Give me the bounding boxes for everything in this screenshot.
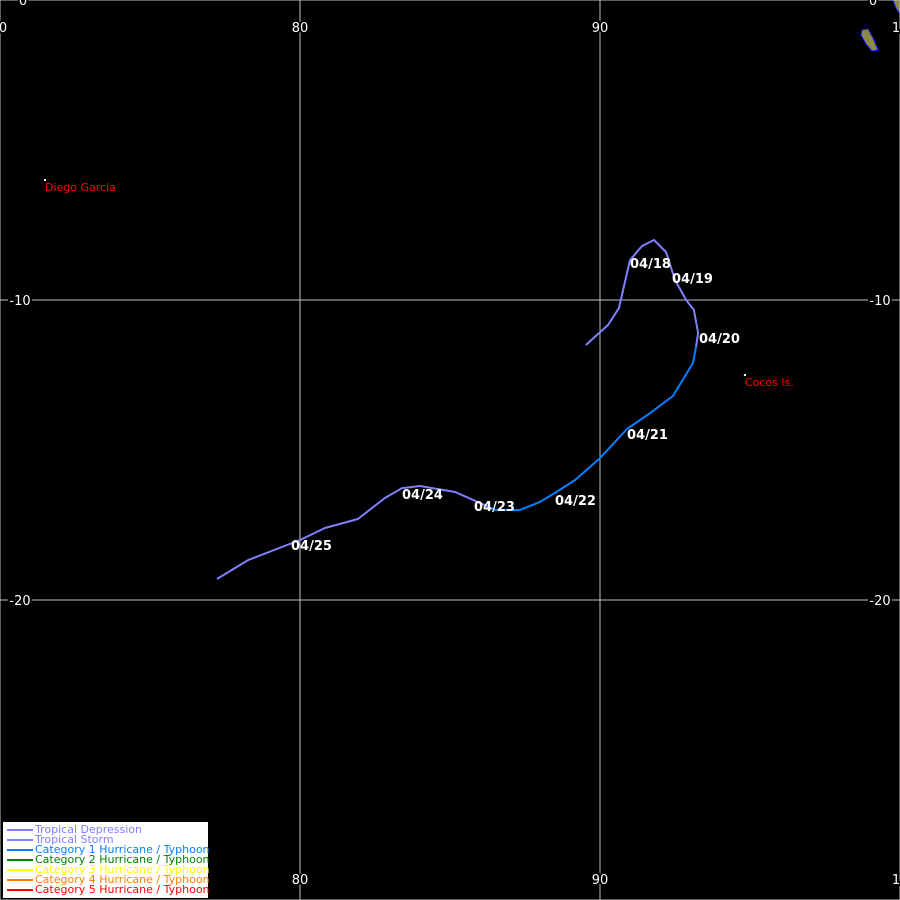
- date-label: 04/18: [630, 257, 671, 272]
- legend-item: Tropical Storm: [7, 833, 114, 846]
- date-label: 04/23: [474, 500, 515, 515]
- longitude-label-top: 80: [292, 21, 309, 36]
- track-segment: [216, 485, 488, 580]
- storm-track: [216, 239, 700, 580]
- track-segment: [585, 239, 700, 348]
- longitude-label-bottom: 1: [892, 873, 900, 888]
- legend-item: Category 1 Hurricane / Typhoon: [7, 843, 210, 856]
- legend-label: Category 1 Hurricane / Typhoon: [35, 843, 210, 856]
- latitude-label-left: -20: [9, 594, 30, 609]
- legend-line-swatch: [7, 889, 33, 891]
- legend-line-swatch: [7, 869, 33, 871]
- date-label: 04/22: [555, 494, 596, 509]
- legend-label: Tropical Depression: [35, 823, 142, 836]
- latitude-label-right: -10: [869, 294, 890, 309]
- date-label: 04/20: [699, 332, 740, 347]
- date-label: 04/21: [627, 428, 668, 443]
- legend-label: Category 2 Hurricane / Typhoon: [35, 853, 210, 866]
- legend-item: Category 5 Hurricane / Typhoon: [7, 883, 210, 896]
- longitude-label-bottom: 80: [292, 873, 309, 888]
- legend-item: Tropical Depression: [7, 823, 142, 836]
- longitude-label-top: 0: [0, 21, 7, 36]
- legend-item: Category 2 Hurricane / Typhoon: [7, 853, 210, 866]
- latitude-label-left: 0: [19, 0, 27, 9]
- land-masses: [860, 0, 900, 52]
- latitude-label-right: -20: [869, 594, 890, 609]
- legend-item: Category 3 Hurricane / Typhoon: [7, 863, 210, 876]
- legend-label: Category 4 Hurricane / Typhoon: [35, 873, 210, 886]
- legend-label: Category 5 Hurricane / Typhoon: [35, 883, 210, 896]
- longitude-label-bottom: 90: [592, 873, 609, 888]
- track-segment: [486, 346, 697, 511]
- place-label: Diego Garcia: [45, 181, 116, 194]
- date-label: 04/24: [402, 488, 443, 503]
- legend-line-swatch: [7, 879, 33, 881]
- legend-label: Category 3 Hurricane / Typhoon: [35, 863, 210, 876]
- date-label: 04/19: [672, 272, 713, 287]
- longitude-label-top: 90: [592, 21, 609, 36]
- land-island: [860, 28, 879, 52]
- legend-item: Category 4 Hurricane / Typhoon: [7, 873, 210, 886]
- place-label: Cocos Is.: [745, 376, 794, 389]
- legend: Tropical Depression Tropical Storm Categor…: [3, 822, 210, 898]
- legend-line-swatch: [7, 859, 33, 861]
- place-markers: Diego Garcia Cocos Is.: [44, 179, 794, 389]
- longitude-label-top: 1: [892, 21, 900, 36]
- legend-label: Tropical Storm: [35, 833, 114, 846]
- legend-line-swatch: [7, 829, 33, 831]
- legend-line-swatch: [7, 839, 33, 841]
- legend-line-swatch: [7, 849, 33, 851]
- latitude-label-right: 0: [869, 0, 877, 9]
- latitude-label-left: -10: [9, 294, 30, 309]
- place-dot: [44, 179, 46, 181]
- place-dot: [743, 374, 746, 376]
- land-coast: [892, 0, 900, 15]
- date-label: 04/25: [291, 539, 332, 554]
